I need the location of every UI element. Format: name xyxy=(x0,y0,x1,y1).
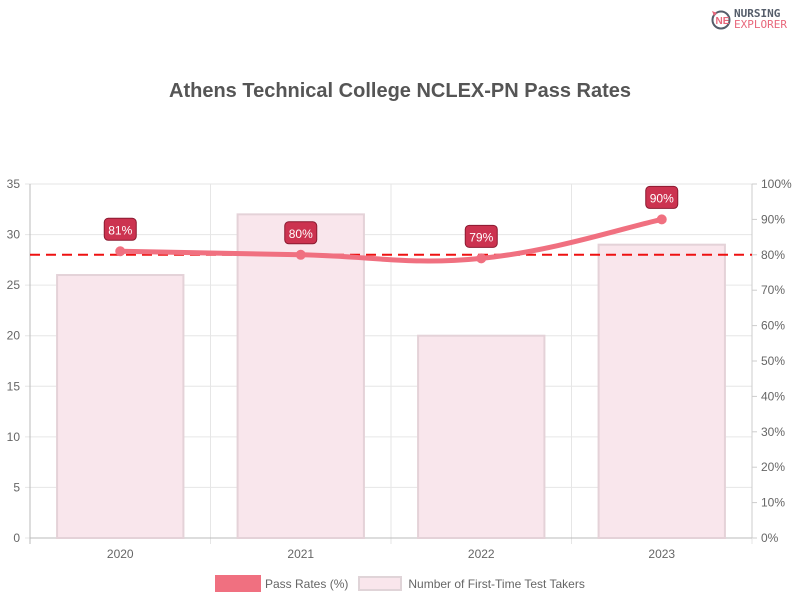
y-right-tick: 0% xyxy=(761,531,779,545)
data-label: 90% xyxy=(650,191,674,205)
nursing-explorer-logo: NE NURSING EXPLORER xyxy=(710,8,787,30)
y-left-tick: 30 xyxy=(7,228,21,242)
legend: Pass Rates (%) Number of First-Time Test… xyxy=(215,575,585,592)
legend-label-pass-rates[interactable]: Pass Rates (%) xyxy=(265,576,349,591)
logo-line2: EXPLORER xyxy=(734,18,787,31)
y-left-tick: 0 xyxy=(13,531,20,545)
pass-rate-point-2020 xyxy=(115,246,126,257)
data-label-bg xyxy=(103,217,137,241)
data-label: 79% xyxy=(469,230,493,244)
y-right-tick: 20% xyxy=(761,460,785,474)
bar-2023 xyxy=(597,243,726,540)
pass-rate-point-2023 xyxy=(656,214,667,225)
x-tick-2023: 2023 xyxy=(648,547,675,561)
y-right-tick: 70% xyxy=(761,283,785,297)
y-left-tick: 20 xyxy=(7,329,21,343)
y-left-tick: 10 xyxy=(7,430,21,444)
data-label: 81% xyxy=(108,223,132,237)
data-label-bg xyxy=(645,185,679,209)
logo-icon: NE xyxy=(711,10,731,30)
legend-swatch-pass-rates[interactable] xyxy=(215,575,261,592)
x-tick-2020: 2020 xyxy=(107,547,134,561)
pass-rate-point-2021 xyxy=(295,249,306,260)
y-right-tick: 90% xyxy=(761,212,785,226)
data-label-bg xyxy=(464,224,498,248)
y-left-tick: 5 xyxy=(13,480,20,494)
y-right-tick: 40% xyxy=(761,389,785,403)
bar-2022 xyxy=(417,334,546,540)
bar-2020 xyxy=(56,274,185,539)
y-right-tick: 60% xyxy=(761,319,785,333)
pass-rate-line xyxy=(117,216,665,264)
chart-title: Athens Technical College NCLEX-PN Pass R… xyxy=(169,80,631,102)
y-right-tick: 100% xyxy=(761,177,792,191)
y-left-tick: 35 xyxy=(7,177,21,191)
x-tick-2022: 2022 xyxy=(468,547,495,561)
legend-label-test-takers[interactable]: Number of First-Time Test Takers xyxy=(408,576,585,591)
bar-2021 xyxy=(236,213,365,539)
y-right-tick: 10% xyxy=(761,496,785,510)
chart-area: 0 5 10 15 20 25 30 35 0% 10% 20% 30% 40% 50% 60% 70% 80%… xyxy=(7,177,792,561)
data-label-bg xyxy=(284,221,318,245)
y-left-tick: 25 xyxy=(7,278,21,292)
y-right-tick: 80% xyxy=(761,248,785,262)
legend-swatch-test-takers[interactable] xyxy=(358,576,403,591)
y-right-tick: 50% xyxy=(761,354,785,368)
pass-rate-point-2022 xyxy=(476,253,487,264)
y-right-tick: 30% xyxy=(761,425,785,439)
svg-text:NE: NE xyxy=(716,16,730,27)
x-tick-2021: 2021 xyxy=(287,547,314,561)
y-left-tick: 15 xyxy=(7,379,21,393)
data-label: 80% xyxy=(289,227,313,241)
logo-line1: NURSING xyxy=(734,7,781,20)
